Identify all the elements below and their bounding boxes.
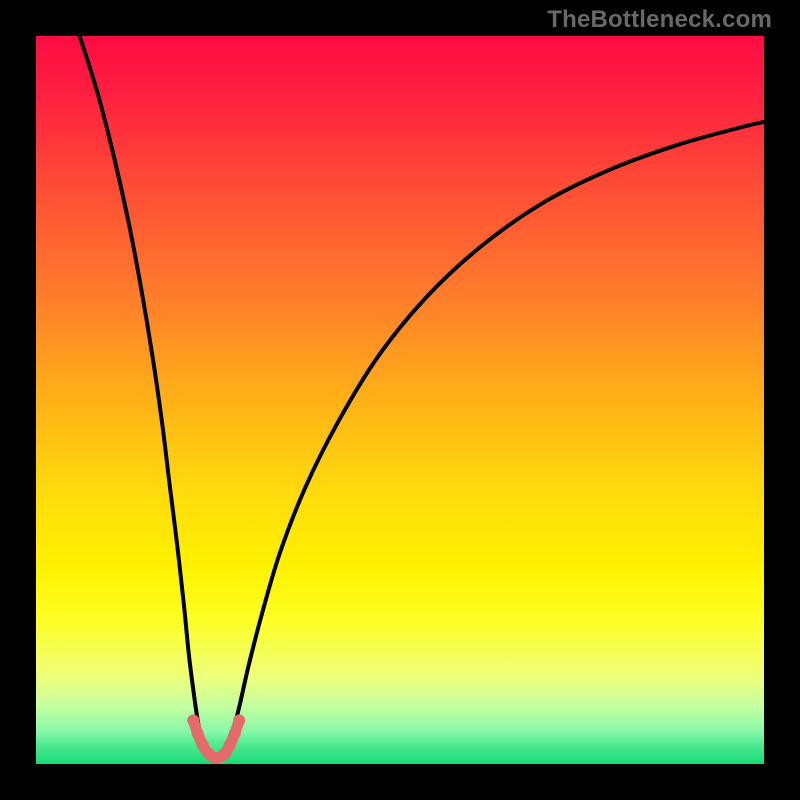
trough-marker-dot <box>233 714 245 726</box>
curve-left-branch <box>80 36 217 761</box>
trough-marker-dot <box>192 727 204 739</box>
curve-overlay <box>36 36 764 764</box>
trough-marker-dot <box>229 727 241 739</box>
trough-marker-dot <box>187 714 199 726</box>
watermark-text: TheBottleneck.com <box>547 6 772 34</box>
plot-area <box>36 36 764 764</box>
trough-marker-dot <box>224 739 236 751</box>
curve-right-branch <box>217 122 764 761</box>
